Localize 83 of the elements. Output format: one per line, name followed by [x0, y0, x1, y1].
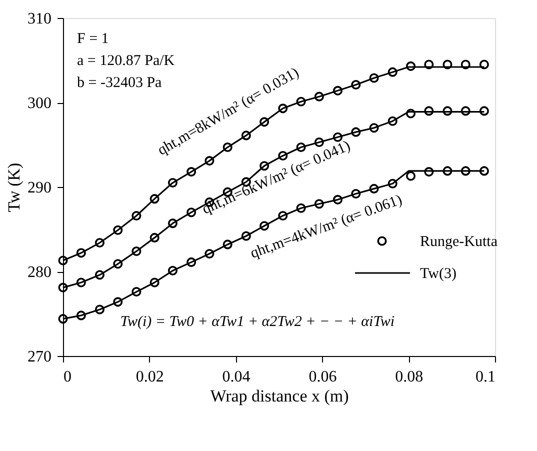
y-tick-label: 290 — [28, 180, 52, 196]
point — [296, 142, 306, 152]
y-tick-label: 280 — [28, 264, 52, 281]
point — [150, 278, 160, 288]
point — [424, 60, 434, 70]
point — [332, 194, 343, 204]
legend-label: Tw(3) — [420, 266, 456, 282]
point — [351, 127, 361, 137]
point — [222, 240, 232, 250]
point — [369, 73, 379, 83]
point — [150, 194, 160, 204]
point — [94, 304, 104, 314]
point — [168, 218, 178, 228]
x-tick-label: 0.04 — [222, 368, 250, 386]
point — [113, 259, 123, 269]
point — [369, 123, 379, 133]
point — [424, 106, 434, 116]
point — [351, 188, 361, 199]
x-tick-label: 0.1 — [476, 368, 496, 386]
point — [186, 208, 196, 218]
x-tick-label: 0.02 — [136, 368, 164, 386]
point — [314, 199, 324, 209]
point — [332, 86, 343, 96]
annotation: Tw(i) = Tw0 + αTw1 + α2Tw2 + − − + αiTwi — [120, 314, 395, 330]
y-tick-label: 300 — [28, 95, 52, 112]
point — [460, 106, 470, 116]
point — [204, 248, 214, 259]
point — [113, 297, 123, 307]
point — [479, 106, 489, 116]
point — [168, 266, 178, 276]
point — [58, 314, 68, 324]
point — [388, 178, 398, 188]
x-tick-label: 0.08 — [395, 368, 424, 386]
point — [406, 171, 416, 181]
point — [132, 287, 142, 297]
annotation: F = 1 — [77, 31, 109, 47]
point — [388, 67, 398, 77]
point — [406, 108, 416, 118]
point — [76, 310, 86, 320]
point — [479, 60, 489, 70]
point — [460, 60, 470, 70]
point — [241, 231, 251, 241]
point — [94, 270, 104, 280]
point — [113, 225, 123, 235]
annotation: a = 120.87 Pa/K — [77, 53, 175, 69]
point — [369, 184, 379, 194]
point — [260, 117, 270, 127]
point — [460, 166, 470, 176]
point — [296, 96, 306, 106]
point — [388, 116, 398, 126]
point — [278, 150, 288, 160]
point — [442, 60, 452, 70]
point — [58, 282, 68, 292]
point — [351, 80, 361, 90]
x-axis-title: Wrap distance x (m) — [210, 386, 349, 406]
point — [204, 156, 214, 166]
y-tick-label: 310 — [28, 10, 52, 28]
point — [332, 132, 343, 142]
point — [150, 232, 160, 242]
x-tick-label: 0 — [64, 368, 72, 386]
point — [314, 92, 324, 102]
point — [278, 104, 288, 114]
point — [424, 167, 434, 177]
point — [94, 238, 104, 248]
y-axis-title: Tw (K) — [4, 162, 24, 212]
point — [132, 246, 142, 256]
point — [479, 166, 489, 176]
point — [58, 256, 68, 266]
point — [76, 248, 86, 258]
point — [168, 178, 178, 188]
legend-label: Runge-Kutta — [420, 234, 498, 250]
point — [186, 167, 196, 177]
point — [406, 61, 416, 71]
point — [442, 166, 452, 176]
point — [186, 257, 196, 267]
point — [76, 278, 86, 288]
x-tick-label: 0.06 — [308, 368, 337, 386]
point — [442, 106, 452, 116]
y-tick-label: 270 — [28, 348, 52, 366]
point — [241, 130, 251, 140]
point — [132, 210, 142, 220]
annotation: b = -32403 Pa — [77, 75, 162, 91]
point — [296, 203, 306, 213]
